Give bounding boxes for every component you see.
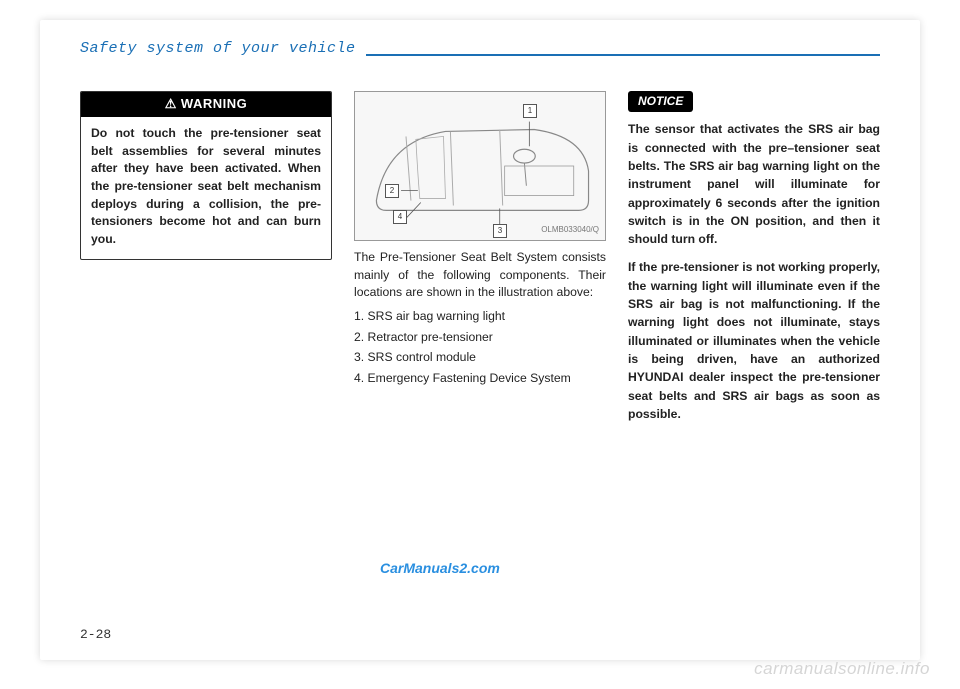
list-item: 3. SRS control module [354, 349, 606, 367]
warning-header: ⚠ WARNING [81, 92, 331, 117]
warning-icon: ⚠ [165, 96, 177, 111]
column-1: ⚠ WARNING Do not touch the pre-tensioner … [80, 91, 332, 433]
warning-box: ⚠ WARNING Do not touch the pre-tensioner … [80, 91, 332, 260]
list-item: 1. SRS air bag warning light [354, 308, 606, 326]
warning-label: WARNING [181, 96, 247, 111]
vehicle-illustration: 1 2 3 4 OLMB033040/Q [354, 91, 606, 241]
illustration-caption: The Pre-Tensioner Seat Belt System consi… [354, 249, 606, 302]
section-header: Safety system of your vehicle [80, 40, 880, 57]
notice-body: The sensor that activates the SRS air ba… [628, 120, 880, 423]
section-title: Safety system of your vehicle [80, 40, 356, 57]
page-number: 2-28 [80, 627, 111, 642]
callout-1: 1 [523, 104, 537, 118]
notice-paragraph-1: The sensor that activates the SRS air ba… [628, 120, 880, 248]
list-item: 2. Retractor pre-tensioner [354, 329, 606, 347]
callout-2: 2 [385, 184, 399, 198]
watermark-blue: CarManuals2.com [380, 560, 500, 576]
callout-4: 4 [393, 210, 407, 224]
component-list: 1. SRS air bag warning light 2. Retracto… [354, 308, 606, 388]
notice-paragraph-2: If the pre-tensioner is not working prop… [628, 258, 880, 423]
content-columns: ⚠ WARNING Do not touch the pre-tensioner … [80, 91, 880, 433]
list-item: 4. Emergency Fastening Device System [354, 370, 606, 388]
notice-badge: NOTICE [628, 91, 693, 112]
column-2: 1 2 3 4 OLMB033040/Q The Pre-Tensioner S… [354, 91, 606, 433]
illustration-code: OLMB033040/Q [541, 224, 599, 236]
watermark-gray: carmanualsonline.info [754, 659, 930, 679]
callout-3: 3 [493, 224, 507, 238]
header-rule [366, 54, 880, 56]
warning-text: Do not touch the pre-tensioner seat belt… [81, 117, 331, 259]
page: Safety system of your vehicle ⚠ WARNING D… [40, 20, 920, 660]
column-3: NOTICE The sensor that activates the SRS… [628, 91, 880, 433]
